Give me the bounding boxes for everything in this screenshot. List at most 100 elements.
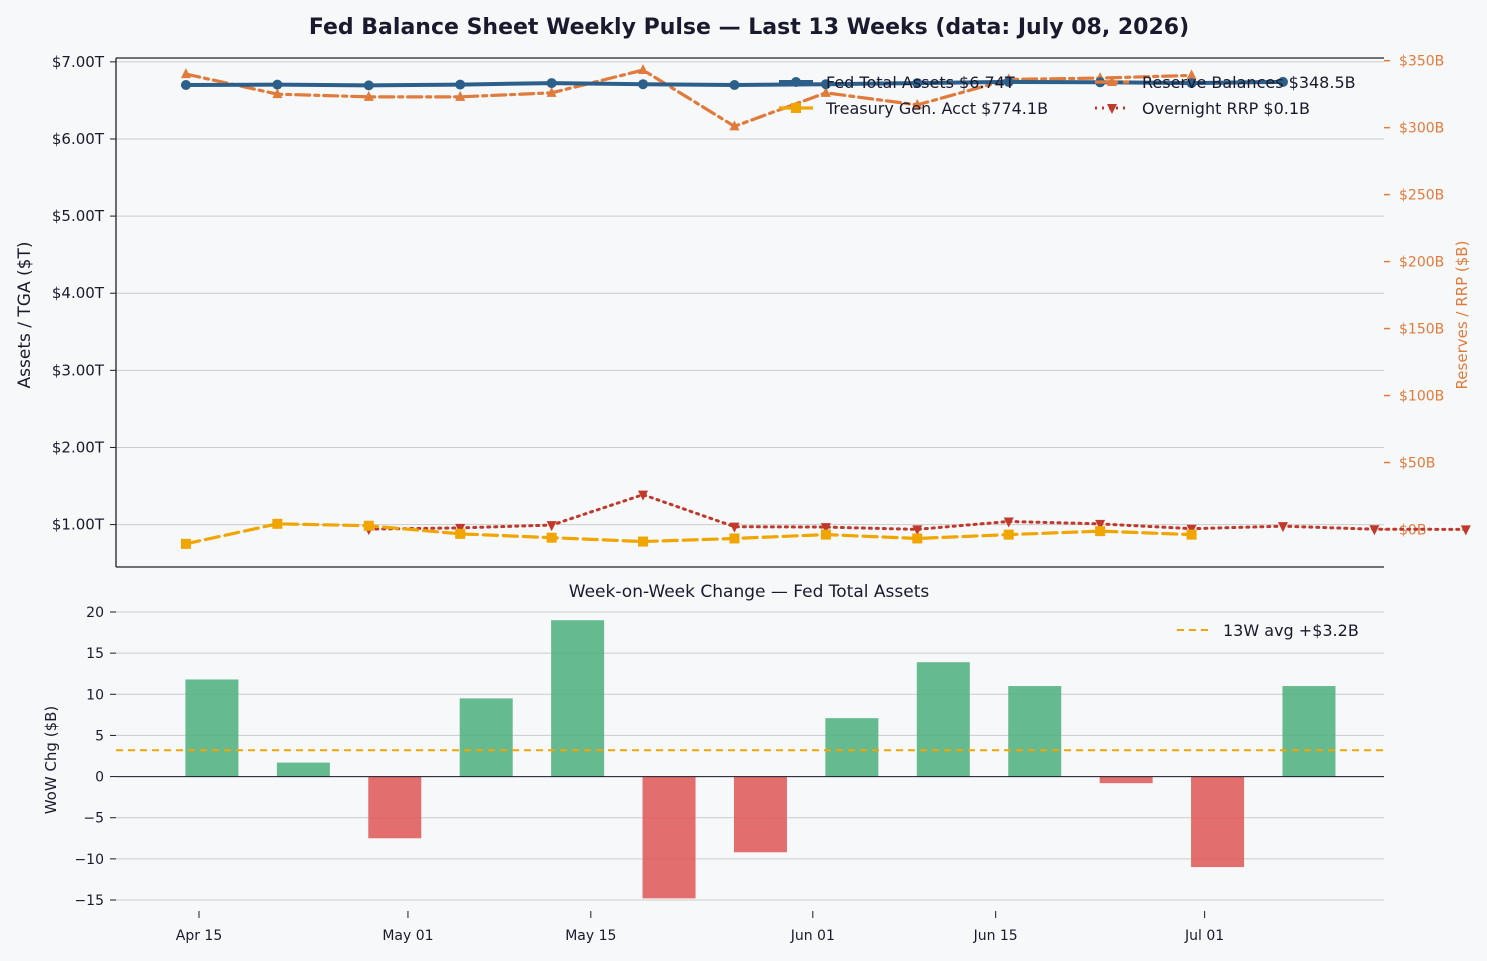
legend-item: Treasury Gen. Acct $774.1B xyxy=(779,99,1048,118)
data-point xyxy=(791,103,801,113)
legend-label: Fed Total Assets $6.74T xyxy=(826,73,1015,92)
legend-item: Reserve Balances $348.5B xyxy=(1095,73,1356,92)
data-point xyxy=(791,77,801,87)
data-point xyxy=(272,79,283,90)
data-point xyxy=(1186,529,1197,540)
bar xyxy=(1282,686,1336,777)
data-point xyxy=(820,529,831,540)
bar-chart-title: Week-on-Week Change — Fed Total Assets xyxy=(569,582,930,602)
data-point xyxy=(1460,525,1471,536)
legend-label: Overnight RRP $0.1B xyxy=(1142,99,1310,118)
x-tick-label: Jul 01 xyxy=(1184,928,1224,944)
data-point xyxy=(455,528,466,539)
bar-axis-label: WoW Chg ($B) xyxy=(42,706,60,815)
data-point xyxy=(546,86,557,97)
y-tick-label: $6.00T xyxy=(52,130,105,148)
left-axis-label: Assets / TGA ($T) xyxy=(15,242,35,389)
chart-title: Fed Balance Sheet Weekly Pulse — Last 13… xyxy=(309,15,1189,40)
bottom-panel: −15 −10 −5 0 5 10 15 20 13W avg +$3.2B Apr 15 May … xyxy=(74,605,1384,944)
data-point xyxy=(546,521,557,532)
series-line xyxy=(184,522,1194,546)
data-point xyxy=(272,518,283,529)
y-tick-label: $5.00T xyxy=(52,207,105,225)
bar xyxy=(1008,686,1062,777)
data-point xyxy=(363,80,374,91)
data-point xyxy=(1186,69,1197,80)
data-point xyxy=(1277,76,1288,87)
y2-tick-label: $150B xyxy=(1399,322,1444,338)
data-point xyxy=(638,79,649,90)
data-point xyxy=(729,120,740,131)
data-point xyxy=(729,533,740,544)
bar xyxy=(551,620,605,777)
data-point xyxy=(455,90,466,101)
y2-tick-label: $350B xyxy=(1399,54,1444,70)
x-tick-label: May 01 xyxy=(382,928,433,944)
data-point xyxy=(546,78,557,89)
top-panel: $1.00T $2.00T $3.00T $4.00T $5.00T $6.00T $7.0… xyxy=(52,53,1471,568)
x-tick-label: May 15 xyxy=(565,928,616,944)
data-point xyxy=(455,79,466,90)
data-point xyxy=(820,86,831,97)
data-point xyxy=(1277,522,1288,533)
y2-tick-label: $0B xyxy=(1399,522,1426,538)
y-tick-label: $3.00T xyxy=(52,361,105,379)
data-point xyxy=(363,90,374,101)
y2-tick-label: $300B xyxy=(1399,121,1444,137)
y2-tick-label: $50B xyxy=(1399,456,1435,472)
y-tick-label: $7.00T xyxy=(52,53,105,71)
y-tick-label: 20 xyxy=(86,605,104,621)
legend-label: Reserve Balances $348.5B xyxy=(1142,73,1356,92)
data-point xyxy=(820,523,831,534)
data-point xyxy=(180,68,191,79)
data-point xyxy=(638,64,649,75)
bar xyxy=(276,762,330,777)
data-point xyxy=(1003,529,1014,540)
data-point xyxy=(1095,526,1106,537)
bar xyxy=(733,776,787,853)
data-point xyxy=(1369,525,1380,536)
series-overnight-rrp xyxy=(363,490,1471,536)
bar xyxy=(916,662,970,777)
x-tick-label: Jun 01 xyxy=(790,928,835,944)
data-point xyxy=(1107,76,1117,86)
bar xyxy=(459,698,513,777)
bar xyxy=(825,718,879,777)
bar xyxy=(368,776,422,839)
data-point xyxy=(180,538,191,549)
legend-item: Fed Total Assets $6.74T xyxy=(779,73,1015,92)
data-point xyxy=(1003,76,1014,87)
y-tick-label: $2.00T xyxy=(52,438,105,456)
data-point xyxy=(729,522,740,533)
data-point xyxy=(546,532,557,543)
data-point xyxy=(1003,517,1014,528)
series-treasury-gen-acct xyxy=(180,518,1197,549)
data-point xyxy=(820,79,831,90)
y-tick-label: 15 xyxy=(86,646,104,662)
y2-tick-label: $200B xyxy=(1399,255,1444,271)
series-line xyxy=(184,68,1194,128)
y-tick-label: 0 xyxy=(95,770,104,786)
y2-tick-label: $100B xyxy=(1399,389,1444,405)
data-point xyxy=(1186,78,1197,89)
data-point xyxy=(272,88,283,99)
y-tick-label: −5 xyxy=(83,811,104,827)
y-tick-label: 10 xyxy=(86,687,104,703)
y2-tick-label: $250B xyxy=(1399,188,1444,204)
data-point xyxy=(912,533,923,544)
data-point xyxy=(912,525,923,536)
y-tick-label: 5 xyxy=(95,728,104,744)
x-tick-label: Apr 15 xyxy=(176,928,222,944)
data-point xyxy=(363,520,374,531)
bar xyxy=(1191,776,1245,868)
x-tick-label: Jun 15 xyxy=(973,928,1018,944)
y-tick-label: −10 xyxy=(74,852,104,868)
data-point xyxy=(1095,519,1106,530)
data-point xyxy=(180,79,191,90)
bar xyxy=(642,776,696,899)
data-point xyxy=(638,490,649,501)
data-point xyxy=(912,98,923,109)
data-point xyxy=(912,78,923,89)
